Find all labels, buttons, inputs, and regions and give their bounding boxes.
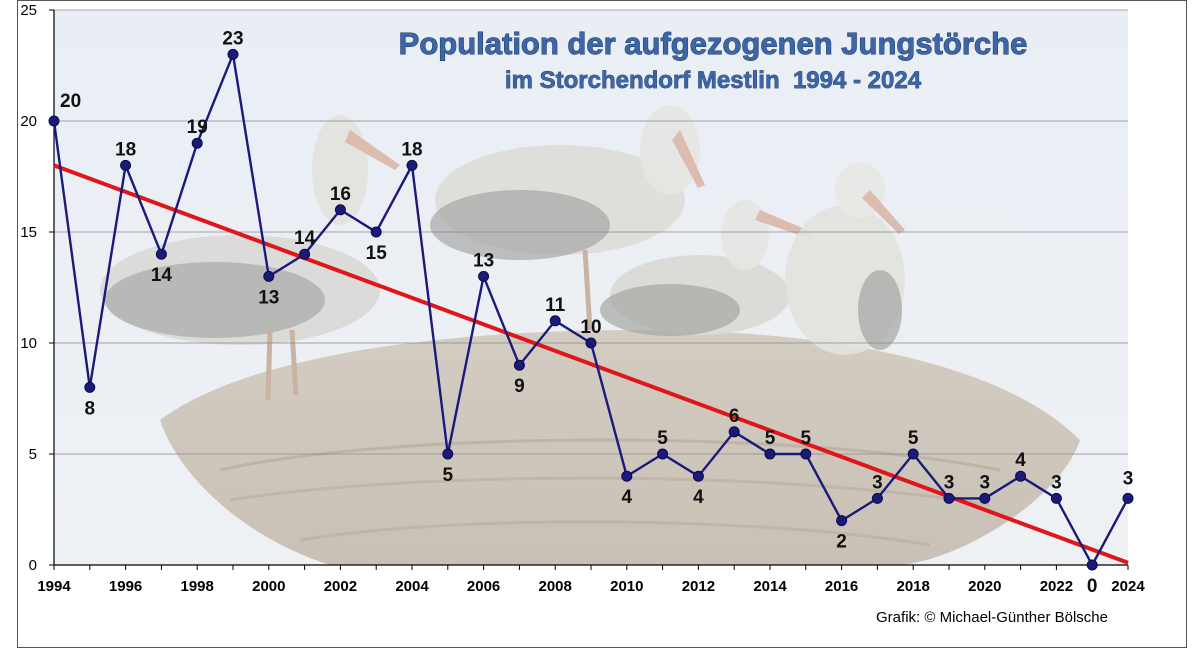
data-label: 16 [330, 184, 351, 205]
data-point [836, 515, 848, 527]
data-point [585, 337, 597, 349]
data-point [442, 448, 454, 460]
x-tick-label: 1998 [181, 578, 214, 595]
data-label: 0 [1087, 576, 1098, 597]
data-point [299, 248, 311, 260]
data-label: 20 [60, 91, 81, 112]
data-point [692, 470, 704, 482]
x-tick-label: 2002 [324, 578, 357, 595]
data-label: 18 [115, 139, 136, 160]
data-point [191, 137, 203, 149]
background-photo [54, 10, 1128, 565]
x-tick-label: 2016 [825, 578, 858, 595]
data-label: 9 [514, 376, 525, 397]
data-label: 10 [580, 317, 601, 338]
data-point [871, 492, 883, 504]
data-label: 5 [657, 428, 668, 449]
data-label: 3 [944, 472, 955, 493]
data-point [728, 426, 740, 438]
x-tick-label: 2012 [682, 578, 715, 595]
data-label: 2 [836, 532, 847, 553]
data-label: 14 [294, 228, 316, 249]
x-tick-label: 2014 [753, 578, 787, 595]
x-tick-label: 2020 [968, 578, 1001, 595]
x-tick-label: 1996 [109, 578, 142, 595]
data-label: 8 [85, 398, 96, 419]
chart-subtitle: im Storchendorf Mestlin 1994 - 2024 [505, 67, 922, 94]
data-point [155, 248, 167, 260]
y-axis-ticks: 0 5 10 15 20 25 [20, 2, 54, 574]
data-point [263, 270, 275, 282]
data-point [478, 270, 490, 282]
x-tick-label: 2018 [897, 578, 930, 595]
data-point [943, 492, 955, 504]
data-label: 14 [151, 265, 173, 286]
data-label: 19 [187, 117, 208, 138]
data-point [1015, 470, 1027, 482]
data-label: 5 [443, 465, 454, 486]
x-tick-label: 2008 [539, 578, 572, 595]
data-label: 18 [401, 139, 422, 160]
x-tick-label: 2024 [1111, 578, 1145, 595]
data-points [48, 48, 1134, 571]
y-tick-label: 10 [20, 335, 37, 352]
data-label: 4 [693, 487, 704, 508]
data-point [907, 448, 919, 460]
credit-text: Grafik: © Michael-Günther Bölsche [876, 609, 1108, 626]
data-label: 4 [622, 487, 633, 508]
x-tick-label: 2010 [610, 578, 643, 595]
x-tick-label: 2022 [1040, 578, 1073, 595]
y-tick-label: 15 [20, 224, 37, 241]
data-point [334, 204, 346, 216]
data-point [621, 470, 633, 482]
data-point [406, 159, 418, 171]
data-point [48, 115, 60, 127]
data-label: 11 [545, 295, 566, 316]
y-tick-label: 20 [20, 113, 37, 130]
data-point [370, 226, 382, 238]
data-point [549, 315, 561, 327]
x-axis-ticks: 1994 1996 1998 2000 2002 2004 2006 2008 2010 2012… [37, 565, 1145, 595]
data-label: 6 [729, 406, 740, 427]
data-label: 23 [222, 28, 243, 49]
x-tick-label: 2000 [252, 578, 285, 595]
x-tick-label: 2004 [395, 578, 429, 595]
data-label: 15 [366, 243, 388, 264]
data-label: 5 [765, 428, 776, 449]
data-label: 3 [1051, 472, 1062, 493]
data-point [513, 359, 525, 371]
data-label: 3 [1123, 468, 1134, 489]
y-tick-label: 0 [29, 557, 37, 574]
data-label: 13 [258, 287, 279, 308]
data-label: 3 [872, 472, 883, 493]
data-label: 4 [1015, 450, 1026, 471]
data-point [84, 381, 96, 393]
data-label: 3 [980, 472, 991, 493]
chart-title: Population der aufgezogenen Jungstörche [399, 26, 1028, 61]
data-label: 13 [473, 250, 494, 271]
data-point [657, 448, 669, 460]
data-point [120, 159, 132, 171]
data-point [979, 492, 991, 504]
x-tick-label: 1994 [37, 578, 71, 595]
data-point [764, 448, 776, 460]
data-point [800, 448, 812, 460]
y-tick-label: 5 [29, 446, 37, 463]
data-point [1086, 559, 1098, 571]
x-tick-label: 2006 [467, 578, 500, 595]
y-tick-label: 25 [20, 2, 37, 19]
data-label: 5 [801, 428, 812, 449]
data-point [1122, 492, 1134, 504]
data-label: 5 [908, 428, 919, 449]
data-point [1050, 492, 1062, 504]
data-point [227, 48, 239, 60]
